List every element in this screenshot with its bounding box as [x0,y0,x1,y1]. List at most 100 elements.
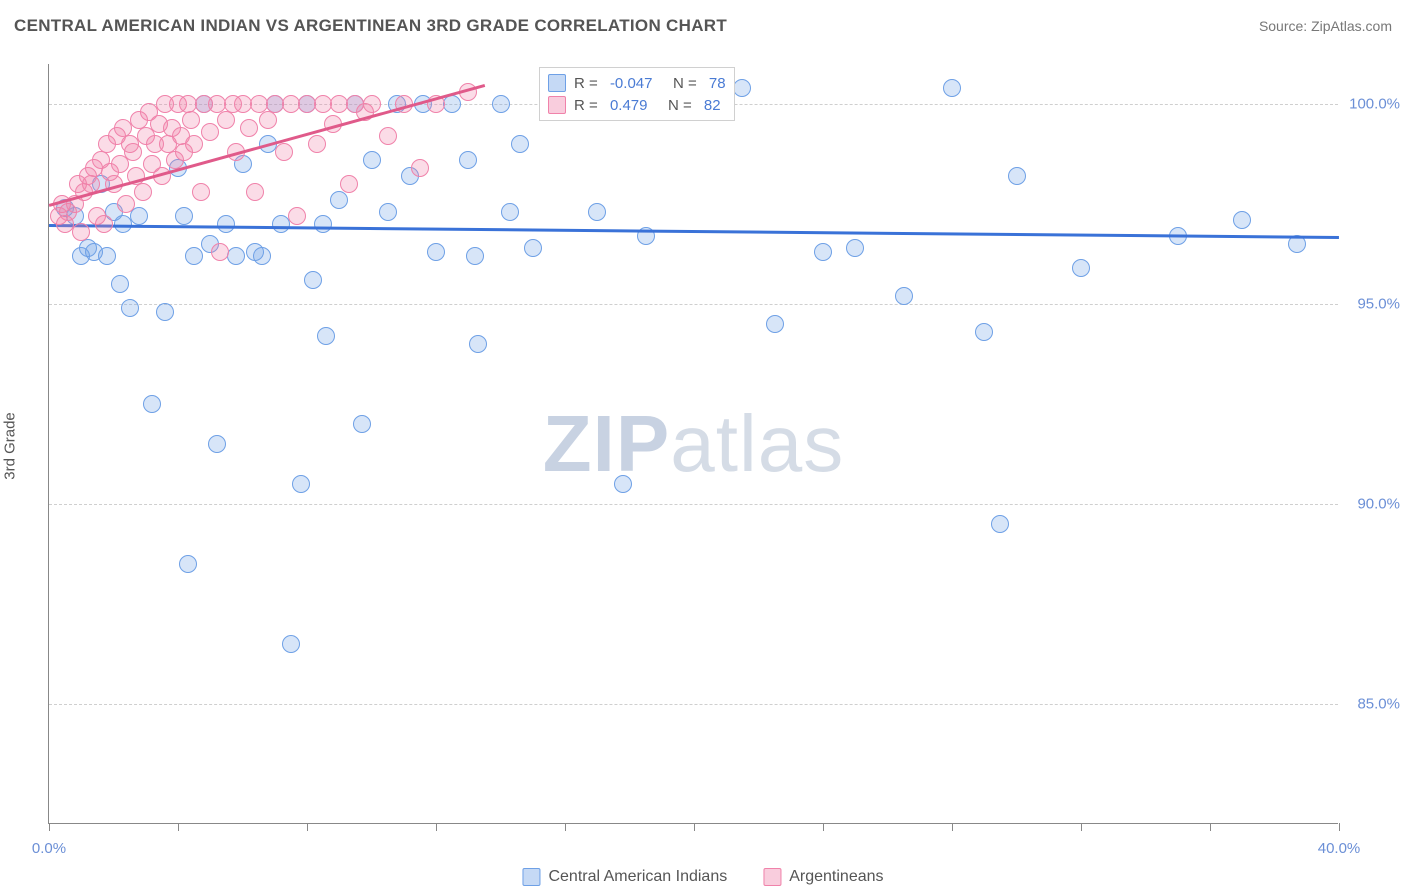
scatter-point [98,247,116,265]
scatter-point [1008,167,1026,185]
scatter-point [185,135,203,153]
scatter-point [317,327,335,345]
scatter-point [201,123,219,141]
scatter-point [943,79,961,97]
scatter-point [975,323,993,341]
scatter-point [156,303,174,321]
legend-r-value: 0.479 [610,97,648,114]
legend-r-label: R = [574,97,602,114]
legend-series-swatch [522,868,540,886]
scatter-point [340,175,358,193]
scatter-point [288,207,306,225]
scatter-point [211,243,229,261]
scatter-point [314,215,332,233]
scatter-point [1233,211,1251,229]
legend-n-value: 78 [709,75,726,92]
scatter-point [308,135,326,153]
legend-row: R = 0.479 N = 82 [548,94,726,116]
x-tick [178,823,179,831]
scatter-point [304,271,322,289]
source-label: Source: ZipAtlas.com [1259,18,1392,34]
legend-bottom: Central American Indians Argentineans [522,868,883,886]
scatter-point [259,111,277,129]
x-tick-label: 0.0% [32,840,66,857]
scatter-point [1072,259,1090,277]
chart-plot-area: ZIPatlas 85.0%90.0%95.0%100.0%0.0%40.0%R… [48,64,1338,824]
gridline [49,304,1338,305]
scatter-point [895,287,913,305]
legend-series-swatch [763,868,781,886]
scatter-point [143,395,161,413]
legend-series-item: Central American Indians [522,868,727,886]
x-tick [1210,823,1211,831]
y-tick-label: 85.0% [1344,696,1400,713]
scatter-point [991,515,1009,533]
scatter-point [175,207,193,225]
scatter-point [217,215,235,233]
scatter-point [124,143,142,161]
scatter-point [253,247,271,265]
watermark-bold: ZIP [543,399,670,488]
legend-n-value: 82 [704,97,721,114]
x-tick [694,823,695,831]
scatter-point [524,239,542,257]
watermark: ZIPatlas [543,398,844,490]
x-tick-label: 40.0% [1318,840,1361,857]
scatter-point [111,275,129,293]
scatter-point [240,119,258,137]
scatter-point [766,315,784,333]
gridline [49,704,1338,705]
scatter-point [217,111,235,129]
x-tick [565,823,566,831]
legend-n-label: N = [660,75,700,92]
x-tick [307,823,308,831]
scatter-point [469,335,487,353]
x-tick [436,823,437,831]
trend-line [49,224,1339,238]
scatter-point [292,475,310,493]
scatter-point [353,415,371,433]
scatter-point [134,183,152,201]
header: CENTRAL AMERICAN INDIAN VS ARGENTINEAN 3… [14,16,1392,36]
legend-series-item: Argentineans [763,868,883,886]
scatter-point [814,243,832,261]
scatter-point [614,475,632,493]
scatter-point [275,143,293,161]
scatter-point [121,299,139,317]
x-tick [823,823,824,831]
legend-r-label: R = [574,75,602,92]
scatter-point [72,223,90,241]
scatter-point [363,151,381,169]
y-tick-label: 90.0% [1344,496,1400,513]
gridline [49,504,1338,505]
scatter-point [443,95,461,113]
y-axis-label: 3rd Grade [2,412,19,480]
scatter-point [282,635,300,653]
scatter-point [459,151,477,169]
scatter-point [379,203,397,221]
scatter-point [466,247,484,265]
legend-stats: R = -0.047 N = 78R = 0.479 N = 82 [539,67,735,121]
scatter-point [501,203,519,221]
scatter-point [511,135,529,153]
legend-row: R = -0.047 N = 78 [548,72,726,94]
watermark-rest: atlas [670,399,844,488]
scatter-point [246,183,264,201]
scatter-point [411,159,429,177]
scatter-point [733,79,751,97]
scatter-point [192,183,210,201]
scatter-point [363,95,381,113]
scatter-point [95,215,113,233]
scatter-point [330,191,348,209]
scatter-point [227,247,245,265]
legend-series-label: Argentineans [789,868,883,886]
scatter-point [427,243,445,261]
scatter-point [117,195,135,213]
x-tick [1339,823,1340,831]
x-tick [49,823,50,831]
legend-swatch [548,96,566,114]
chart-title: CENTRAL AMERICAN INDIAN VS ARGENTINEAN 3… [14,16,727,36]
legend-r-value: -0.047 [610,75,653,92]
scatter-point [588,203,606,221]
scatter-point [492,95,510,113]
